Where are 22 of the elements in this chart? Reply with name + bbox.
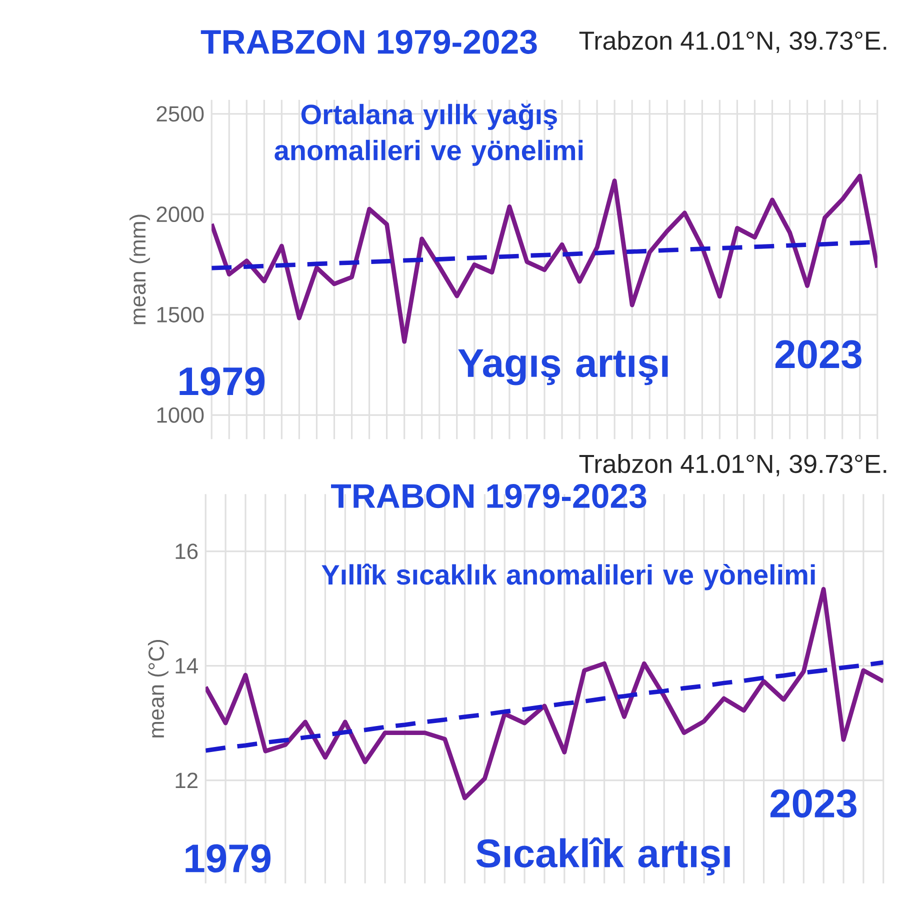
annotation: Yıllîk sıcaklık anomalileri ve yònelimi xyxy=(322,563,815,590)
chart-title: TRABZON 1979-2023 xyxy=(200,30,537,54)
annotation: Sıcaklîk artışı xyxy=(476,837,730,876)
annotation: 2023 xyxy=(770,789,856,818)
y-axis-title: mean (mm) xyxy=(130,214,150,324)
annotation: Ortalana yıllk yağış anomalileri ve yönelimi xyxy=(274,103,583,166)
y-tick-label: 16 xyxy=(176,543,198,559)
y-tick-label: 2000 xyxy=(156,206,204,222)
annotation: 1979 xyxy=(180,367,265,396)
chart-title: TRABON 1979-2023 xyxy=(331,484,646,508)
annotation: 2023 xyxy=(775,340,862,368)
y-axis-title: mean (°C) xyxy=(148,640,168,738)
annotation: Yagış artışı xyxy=(458,349,668,386)
y-tick-label: 2500 xyxy=(156,106,204,122)
y-tick-label: 1500 xyxy=(157,306,204,322)
line-series xyxy=(206,660,884,753)
chart-subtitle: Trabzon 41.01°N, 39.73°E. xyxy=(579,30,886,53)
annotation: 1979 xyxy=(186,844,270,872)
chart-subtitle: Trabzon 41.01°N, 39.73°E. xyxy=(579,454,886,476)
y-tick-label: 12 xyxy=(176,772,198,788)
y-tick-label: 14 xyxy=(176,658,198,674)
y-tick-label: 1000 xyxy=(157,407,204,423)
